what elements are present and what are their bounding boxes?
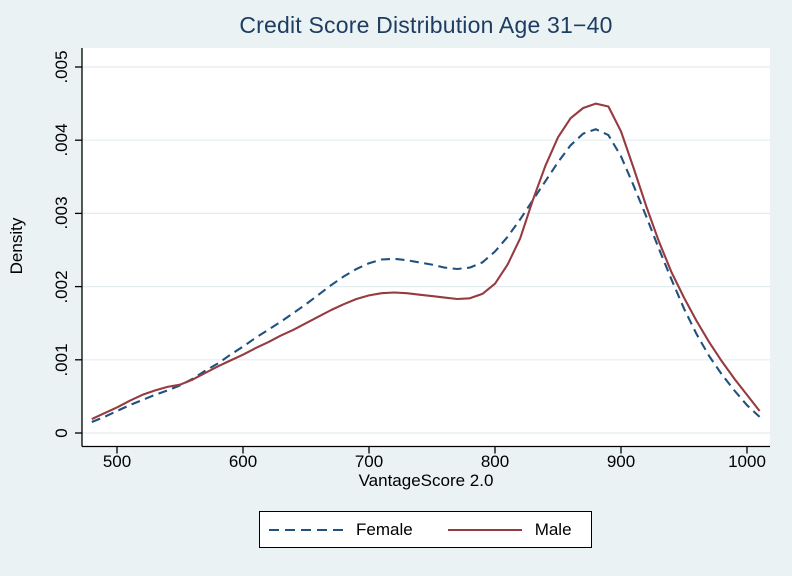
chart-title: Credit Score Distribution Age 31−40 bbox=[239, 12, 613, 38]
y-tick-label: .004 bbox=[52, 123, 71, 157]
legend-label-male: Male bbox=[534, 519, 572, 539]
legend: Female Male bbox=[259, 511, 592, 548]
x-tick-label: 700 bbox=[354, 452, 384, 471]
y-axis-title: Density bbox=[7, 217, 26, 275]
y-tick-label: .001 bbox=[52, 343, 71, 377]
plot-area bbox=[82, 48, 770, 447]
x-tick-label: 900 bbox=[606, 452, 636, 471]
x-tick-label: 500 bbox=[102, 452, 132, 471]
legend-label-female: Female bbox=[356, 519, 413, 539]
x-tick-label: 1000 bbox=[728, 452, 766, 471]
y-tick-label: .003 bbox=[52, 196, 71, 230]
y-tick-label: .005 bbox=[52, 50, 71, 84]
x-axis-title: VantageScore 2.0 bbox=[358, 471, 494, 490]
curve-male bbox=[91, 102, 761, 421]
legend-male-line-swatch bbox=[447, 528, 522, 531]
x-tick-label: 800 bbox=[480, 452, 510, 471]
legend-female-line-swatch bbox=[269, 528, 343, 531]
y-tick-label: .002 bbox=[52, 270, 71, 304]
x-tick-label: 600 bbox=[228, 452, 258, 471]
curve-female bbox=[91, 128, 761, 423]
y-tick-label: 0 bbox=[52, 428, 71, 438]
